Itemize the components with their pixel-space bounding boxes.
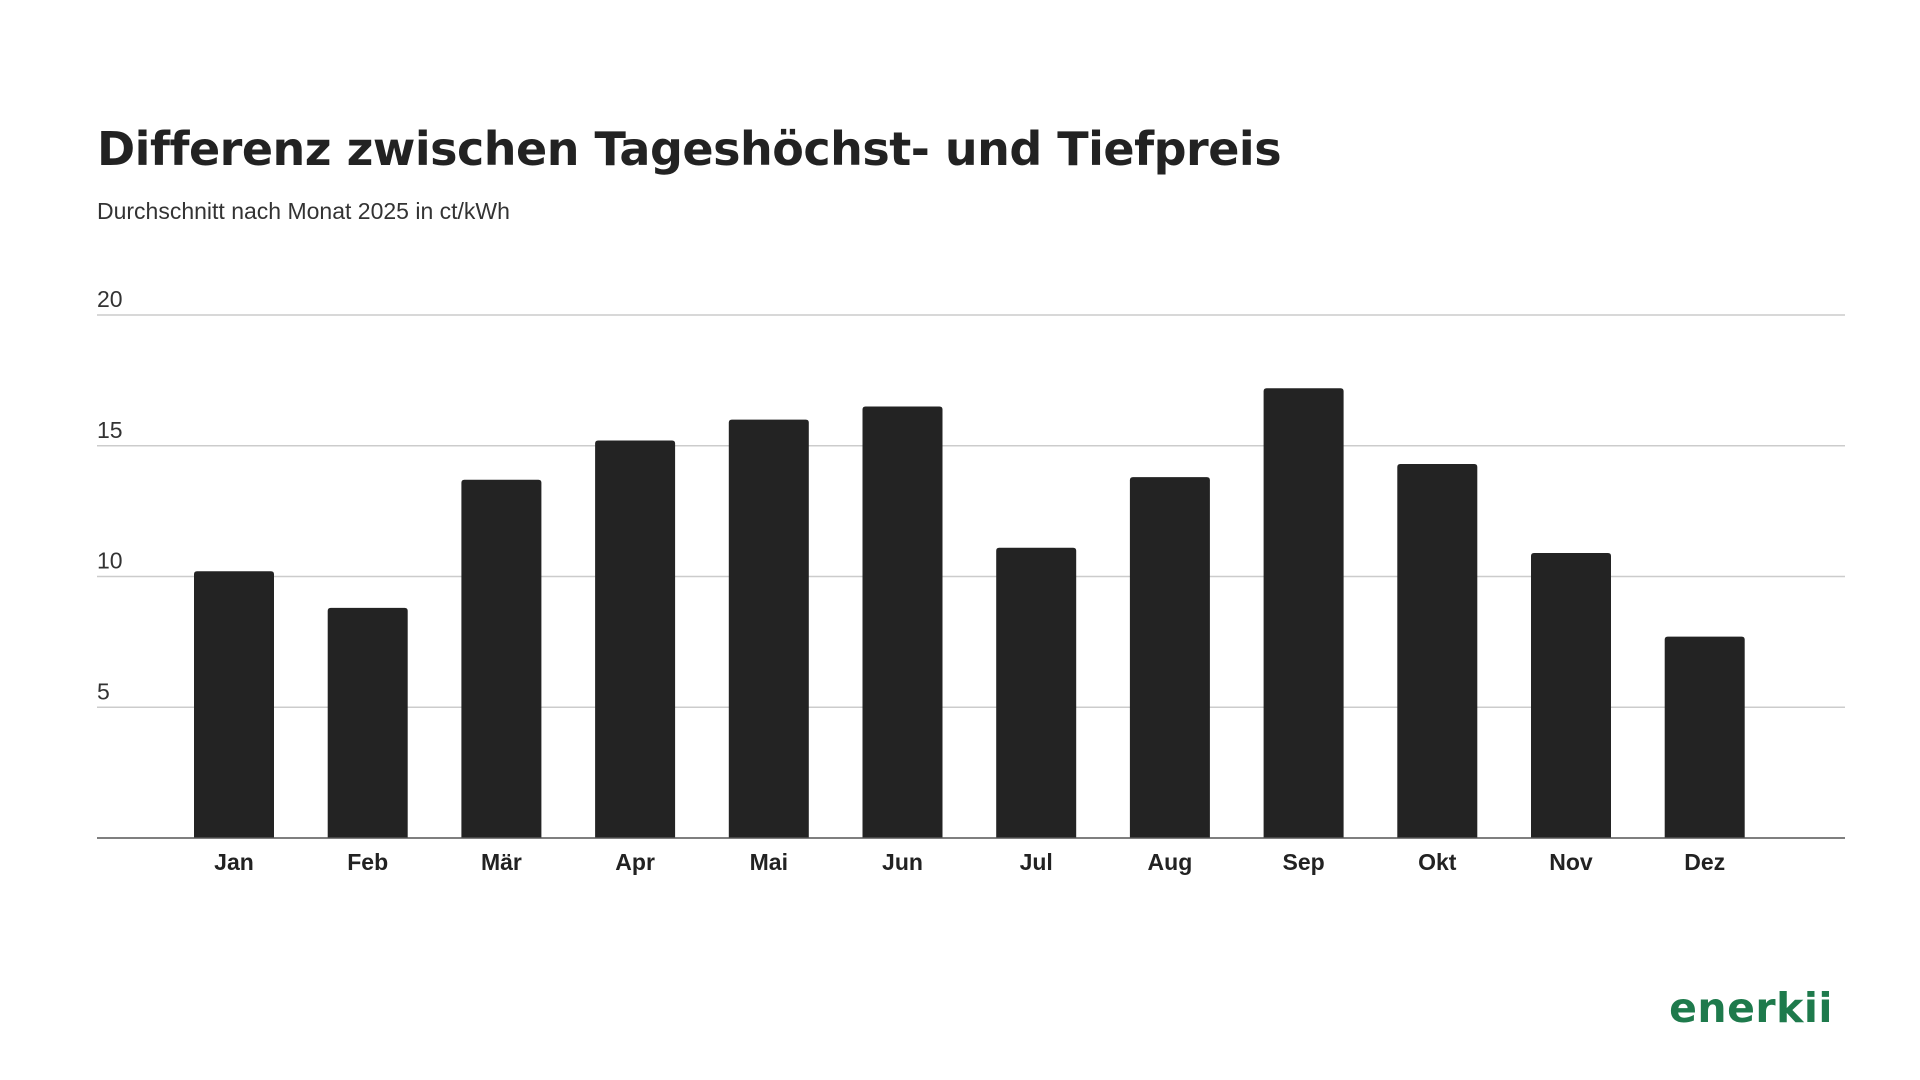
- x-tick-label: Feb: [347, 849, 388, 875]
- x-tick-label: Aug: [1148, 849, 1193, 875]
- y-tick-label: 20: [97, 286, 123, 312]
- brand-logo: enerkii: [1669, 984, 1833, 1032]
- chart-subtitle: Durchschnitt nach Monat 2025 in ct/kWh: [97, 198, 510, 224]
- bar-okt: [1397, 464, 1478, 838]
- x-tick-label: Jul: [1020, 849, 1053, 875]
- bar-nov: [1531, 552, 1611, 838]
- y-tick-label: 5: [97, 678, 110, 704]
- y-tick-label: 15: [97, 417, 123, 443]
- x-tick-label: Dez: [1684, 849, 1725, 875]
- x-tick-label: Apr: [615, 849, 655, 875]
- x-tick-label: Jun: [882, 849, 923, 875]
- x-tick-label: Mai: [750, 849, 788, 875]
- x-tick-label: Jan: [214, 849, 254, 875]
- bar-jan: [194, 571, 274, 838]
- x-tick-label: Sep: [1283, 849, 1325, 875]
- bar-dez: [1664, 636, 1745, 838]
- x-tick-label: Nov: [1549, 849, 1593, 875]
- bar-apr: [595, 440, 676, 838]
- x-tick-label: Mär: [481, 849, 522, 875]
- bar-mär: [461, 479, 542, 838]
- y-tick-label: 10: [97, 548, 123, 574]
- bar-feb: [327, 607, 408, 838]
- bar-mai: [728, 419, 809, 838]
- chart-title: Differenz zwischen Tageshöchst- und Tief…: [97, 122, 1282, 176]
- bar-jun: [862, 406, 943, 838]
- x-tick-label: Okt: [1418, 849, 1457, 875]
- bar-aug: [1129, 477, 1210, 838]
- bar-sep: [1263, 388, 1344, 838]
- bar-jul: [996, 547, 1077, 838]
